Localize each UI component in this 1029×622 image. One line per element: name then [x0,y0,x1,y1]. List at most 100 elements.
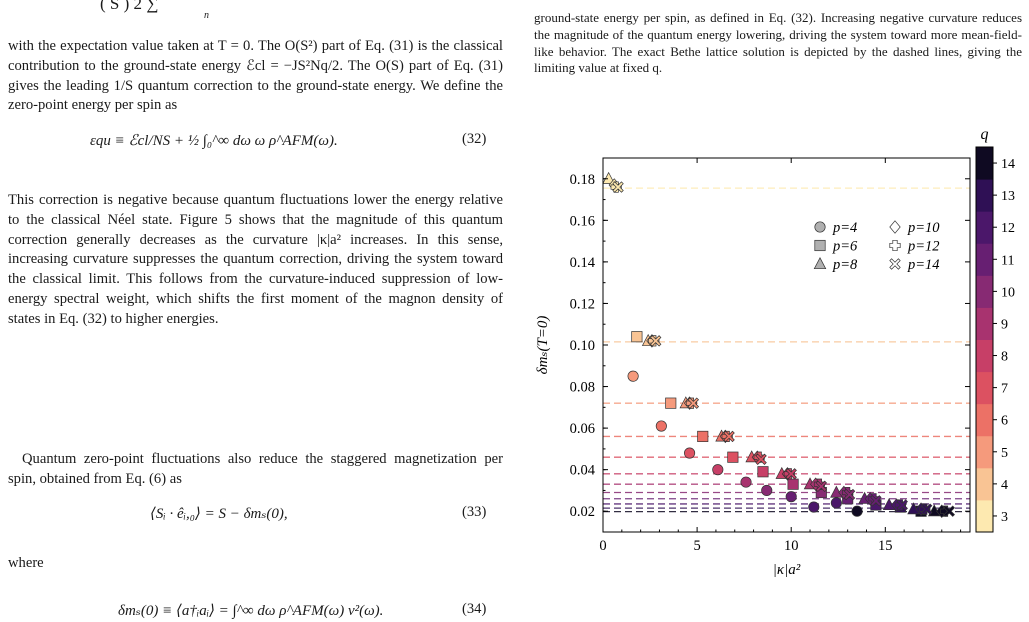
data-point-plus [783,468,795,480]
data-point-plus [610,181,622,193]
data-point-cross [843,488,856,501]
legend-marker-plus [889,239,901,252]
y-axis-label: δmₛ(T=0) [535,316,551,375]
paragraph-2: This correction is negative because quan… [8,192,503,327]
where-label: where [8,555,44,571]
paragraph-1: with the expectation value taken at T = … [8,38,503,114]
top-fragment-sub: n [204,10,209,21]
colorbar-segment [976,211,993,244]
data-point-cross [687,397,700,409]
x-tick-label: 15 [878,538,893,554]
colorbar: 3 4 5 6 7 8 9 10 11 12 13 14 q [975,126,1015,533]
equation-33-number: (33) [462,504,487,520]
y-tick-label: 0.12 [570,296,595,312]
data-point-square [757,466,769,478]
data-point-circle [761,484,773,496]
data-point-diamond [864,492,876,506]
y-tick-label: 0.08 [570,380,595,396]
data-point-plus [721,430,733,442]
top-equation-fragment: ( S ) 2 ∑ n [100,0,209,21]
colorbar-tick-label: 3 [1001,510,1008,525]
plot-frame [602,157,971,533]
colorbar-segment [976,147,993,180]
data-point-cross [755,453,767,465]
data-point-triangle [745,450,758,463]
colorbar-tick-label: 13 [1001,189,1015,204]
data-point-diamond [838,485,850,500]
data-point-plus [842,486,854,499]
data-point-cross [723,430,735,443]
data-point-triangle [715,429,728,442]
data-point-diamond [915,502,927,516]
data-point-cross [943,505,955,517]
data-point-plus [919,503,931,515]
data-point-triangle [679,396,693,409]
y-tick-label: 0.06 [570,421,595,437]
legend-marker-square [814,239,826,252]
figure-caption: ground-state energy per spin, as defined… [534,10,1022,76]
colorbar-tick-label: 6 [1001,414,1008,429]
data-point-circle [712,464,724,476]
data-point-square [787,478,799,490]
colorbar-segment [976,339,993,373]
data-point-plus [868,493,880,505]
colorbar-segment [976,179,993,212]
data-point-circle [785,491,797,503]
y-tick-label: 0.02 [570,504,595,520]
data-point-plus [894,499,906,511]
colorbar-tick-label: 10 [1001,285,1015,300]
paragraph-3: Quantum zero-point fluctuations also red… [8,451,503,487]
data-point-diamond [781,467,794,481]
legend-marker-diamond [889,220,901,234]
data-point-square [631,331,643,343]
data-point-triangle [858,491,871,504]
colorbar-tick-label: 11 [1001,253,1014,268]
data-point-plus [648,335,660,347]
data-point-triangle [602,171,615,184]
colorbar-tick-label: 8 [1001,350,1008,365]
equation-34: δmₛ(0) ≡ ⟨a†ᵢaᵢ⟩ = ∫^∞ dω ρ^AFM(ω) v²(ω)… [118,603,384,619]
data-point-cross [815,480,828,492]
legend-label: p=12 [907,239,940,255]
data-point-triangle [907,502,920,515]
data-point-cross [612,181,624,193]
data-point-triangle [830,485,843,498]
data-point-plus [939,505,952,517]
legend-label: p=10 [907,220,940,236]
data-point-circle [627,370,639,382]
data-point-circle [851,505,863,517]
y-tick-label: 0.04 [570,463,596,479]
y-tick-label: 0.18 [570,172,595,188]
data-point-circle [830,497,842,509]
data-point-plus [753,451,765,463]
colorbar-segment [976,403,993,437]
data-point-diamond [608,178,620,192]
x-tick-label: 10 [784,538,799,554]
colorbar-tick-label: 7 [1001,382,1008,397]
colorbar-frame [975,146,994,533]
data-point-diamond [751,450,763,464]
data-point-square [727,451,739,463]
y-tick-label: 0.10 [570,338,595,354]
x-tick-label: 0 [599,538,606,554]
data-point-triangle [882,498,896,511]
legend-marker-cross [889,258,901,270]
data-point-cross [896,499,908,511]
data-point-cross [921,503,933,515]
data-point-square [665,397,677,409]
legend-label: p=14 [907,257,940,273]
colorbar-segment [976,499,993,533]
colorbar-segment [976,435,993,469]
colorbar-segment [976,275,993,308]
data-point-square [894,501,906,513]
data-point-triangle [775,466,789,479]
data-point-triangle [803,477,817,490]
colorbar-segment [976,307,993,340]
top-fragment-text: ( S ) 2 ∑ [100,0,159,13]
data-point-square [815,486,827,499]
x-axis-label: |κ|a² [773,562,801,578]
y-tick-label: 0.14 [570,255,596,271]
legend-label: p=4 [832,220,857,236]
equation-32: εqu ≡ ℰcl/NS + ½ ∫₀^∞ dω ω ρ^AFM(ω). [90,133,338,149]
data-point-triangle [641,333,655,346]
